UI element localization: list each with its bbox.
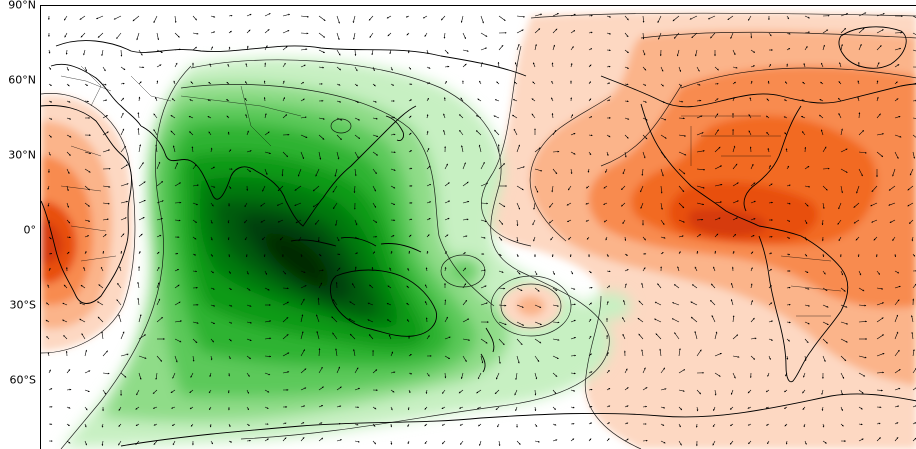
green-patch-south-atlantic: [587, 292, 631, 320]
contour-map: [41, 6, 916, 449]
lat-tick-label: 60°S: [10, 373, 36, 386]
map-panel: [40, 5, 916, 449]
dipole-ring-inner: [517, 296, 545, 316]
lat-tick-label: 0°: [24, 223, 37, 236]
lat-tick-label: 90°N: [8, 0, 36, 12]
latitude-axis: 90°N 60°N 30°N 0° 30°S 60°S: [0, 0, 40, 448]
lat-tick-label: 30°N: [8, 148, 36, 161]
lat-tick-label: 60°N: [8, 73, 36, 86]
lat-tick-label: 30°S: [10, 298, 36, 311]
